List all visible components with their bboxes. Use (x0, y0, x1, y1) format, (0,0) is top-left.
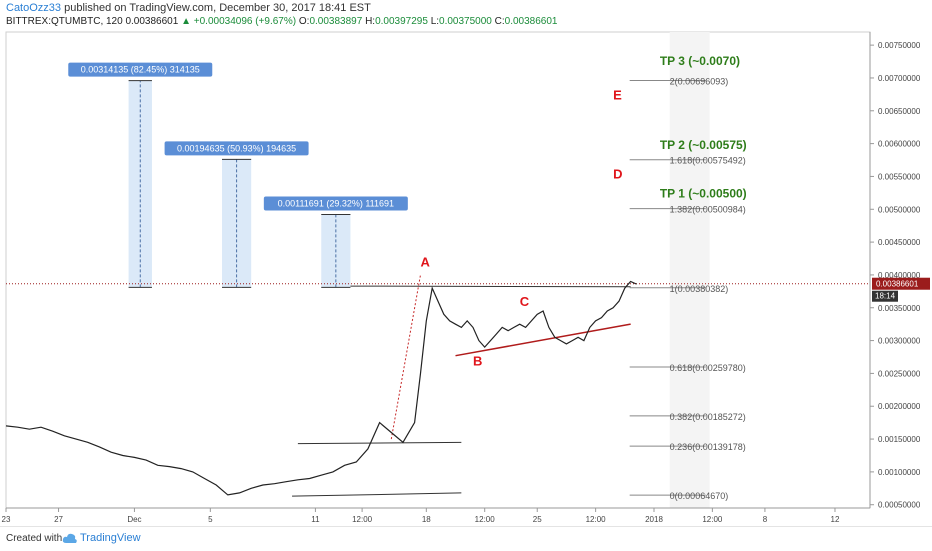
symbol-line: BITTREX:QTUMBTC, 120 0.00386601 ▲ +0.000… (6, 16, 558, 27)
x-tick-label: 12 (831, 515, 840, 524)
x-tick-label: Dec (127, 515, 141, 524)
x-tick-label: 5 (208, 515, 213, 524)
x-tick-label: 25 (533, 515, 542, 524)
x-tick-label: 11 (311, 515, 320, 524)
symbol-label: BITTREX:QTUMBTC, 120 (6, 16, 123, 27)
last-price: 0.00386601 (125, 16, 179, 27)
measure-label-bg (164, 141, 309, 156)
wave-label: D (613, 166, 622, 181)
x-tick-label: 27 (54, 515, 63, 524)
publish-line: CatoOzz33 published on TradingView.com, … (6, 2, 371, 14)
fib-level-label: 2(0.00696093) (670, 77, 729, 87)
y-tick-label: 0.00250000 (878, 369, 921, 378)
y-tick-label: 0.00150000 (878, 435, 921, 444)
measure-box (222, 159, 252, 288)
fib-level-label: 1.618(0.00575492) (670, 156, 746, 166)
high-value: 0.00397295 (375, 16, 428, 27)
published-text: published on TradingView.com, December 3… (61, 2, 371, 14)
close-label: C: (494, 16, 505, 27)
measure-label: 0.00111691 (29.32%) 111691 (278, 199, 394, 209)
author-link[interactable]: CatoOzz33 (6, 2, 62, 14)
measure-label-bg (263, 196, 408, 211)
high-label: H: (365, 16, 376, 27)
fib-level-label: 0(0.00064670) (670, 491, 729, 501)
y-tick-label: 0.00550000 (878, 172, 921, 181)
target-label: TP 3 (~0.0070) (660, 54, 740, 68)
y-tick-label: 0.00400000 (878, 271, 921, 280)
wave-label: A (420, 254, 430, 269)
resistance-line (350, 285, 631, 288)
tradingview-cloud-icon (62, 533, 77, 543)
x-tick-label: 23 (2, 515, 11, 524)
y-tick-label: 0.00350000 (878, 304, 921, 313)
x-tick-label: 8 (763, 515, 768, 524)
fib-level-label: 0.382(0.00185272) (670, 412, 746, 422)
y-tick-label: 0.00500000 (878, 205, 921, 214)
x-tick-label: 12:00 (475, 515, 496, 524)
target-label: TP 1 (~0.00500) (660, 186, 747, 200)
tradingview-brand[interactable]: TradingView (80, 532, 141, 544)
x-tick-label: 12:00 (352, 515, 373, 524)
chart-header: CatoOzz33 published on TradingView.com, … (0, 0, 932, 28)
x-tick-label: 12:00 (702, 515, 723, 524)
measure-label: 0.00194635 (50.93%) 194635 (177, 143, 296, 153)
y-tick-label: 0.00050000 (878, 501, 921, 510)
time-tag (872, 290, 898, 302)
wave-label: B (473, 354, 482, 369)
x-tick-label: 18 (422, 515, 431, 524)
price-tag (872, 277, 930, 290)
fib-level-label: 0.618(0.00259780) (670, 363, 746, 373)
rising-trendline (455, 323, 631, 357)
fib-level-label: 0.236(0.00139178) (670, 442, 746, 452)
wave-label: C (520, 294, 530, 309)
open-label: O: (298, 16, 310, 27)
support-line (292, 492, 462, 497)
y-tick-label: 0.00600000 (878, 140, 921, 149)
low-label: L: (430, 16, 440, 27)
time-tag-label: 18:14 (875, 292, 896, 301)
close-value: 0.00386601 (504, 16, 558, 27)
price-series (5, 280, 637, 496)
consolidation-line (297, 441, 462, 445)
measure-label-bg (68, 62, 213, 77)
y-tick-label: 0.00700000 (878, 74, 921, 83)
wave-label: E (613, 88, 622, 103)
up-arrow-icon: ▲ (181, 16, 191, 27)
y-tick-label: 0.00450000 (878, 238, 921, 247)
price-change: +0.00034096 (+9.67%) (193, 16, 297, 27)
price-tag-label: 0.00386601 (876, 280, 919, 289)
open-value: 0.00383897 (309, 16, 363, 27)
price-chart[interactable]: 0.00314135 (82.45%) 314135 0.00194635 (50… (0, 28, 932, 526)
fib-level-label: 1(0.00380382) (670, 284, 729, 294)
y-tick-label: 0.00650000 (878, 107, 921, 116)
low-value: 0.00375000 (439, 16, 492, 27)
measure-box (128, 80, 152, 288)
target-label: TP 2 (~0.00575) (660, 138, 747, 152)
x-tick-label: 2018 (645, 515, 663, 524)
y-tick-label: 0.00300000 (878, 337, 921, 346)
measure-label: 0.00314135 (82.45%) 314135 (81, 65, 200, 75)
y-tick-label: 0.00750000 (878, 41, 921, 50)
y-tick-label: 0.00100000 (878, 468, 921, 477)
future-zone (669, 32, 710, 508)
created-with-text: Created with (6, 533, 63, 544)
x-tick-label: 12:00 (586, 515, 607, 524)
fib-level-label: 1.382(0.00500984) (670, 205, 746, 215)
footer: Created with TradingView (0, 526, 932, 551)
y-tick-label: 0.00200000 (878, 402, 921, 411)
